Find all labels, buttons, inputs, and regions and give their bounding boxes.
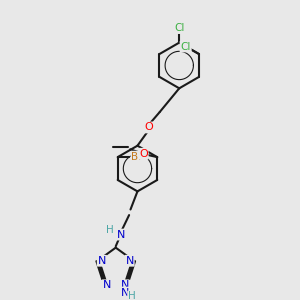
Text: O: O (139, 149, 148, 159)
Text: N: N (125, 256, 134, 266)
Text: N: N (98, 256, 106, 266)
Text: O: O (144, 122, 153, 133)
Text: H: H (128, 291, 136, 300)
Text: Br: Br (131, 152, 143, 162)
Text: N: N (121, 280, 129, 290)
Text: H: H (106, 225, 114, 235)
Text: Cl: Cl (174, 23, 184, 33)
Text: N: N (103, 280, 111, 290)
Text: N: N (117, 230, 125, 240)
Text: Cl: Cl (181, 41, 191, 52)
Text: N: N (121, 287, 130, 298)
